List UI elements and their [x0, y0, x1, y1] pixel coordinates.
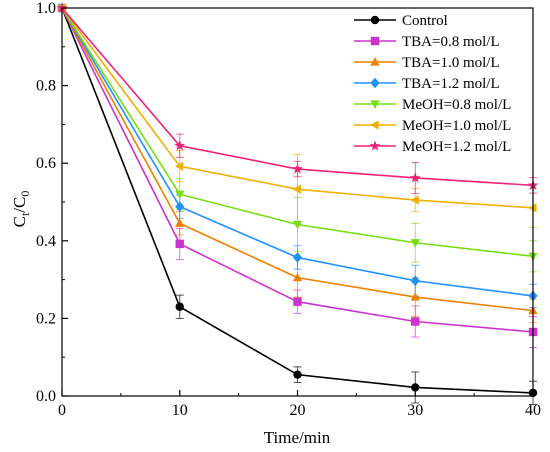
data-point-6-2 — [292, 163, 303, 174]
legend-marker-2 — [370, 57, 380, 66]
legend-label-0: Control — [402, 13, 448, 29]
data-point-3-1 — [175, 201, 185, 212]
x-tick-label: 40 — [525, 402, 541, 419]
legend-label-1: TBA=0.8 mol/L — [402, 34, 500, 50]
data-point-5-3 — [410, 195, 419, 205]
y-tick-label: 1.0 — [36, 0, 56, 17]
y-tick-label: 0.0 — [36, 388, 56, 405]
data-point-6-1 — [174, 140, 186, 151]
y-axis-title-sub-0: 0 — [18, 191, 32, 197]
data-point-1-3 — [411, 317, 420, 326]
legend-marker-1 — [370, 36, 380, 46]
legend-label-4: MeOH=0.8 mol/L — [402, 97, 511, 113]
legend-marker-5 — [370, 120, 379, 130]
data-point-0-3 — [411, 383, 420, 392]
data-point-3-2 — [292, 252, 303, 263]
series-markers — [56, 2, 539, 398]
legend: Control TBA=0.8 mol/L TBA=1.0 mol/L TBA=1.2… — [354, 13, 511, 155]
y-axis-title-main: C — [10, 216, 29, 227]
data-point-5-1 — [174, 161, 184, 171]
legend-marker-4 — [370, 100, 380, 109]
legend-label-2: TBA=1.0 mol/L — [402, 55, 500, 71]
data-point-4-3 — [410, 239, 420, 248]
legend-marker-3 — [370, 77, 380, 89]
x-tick-label: 30 — [407, 402, 423, 419]
x-tick-label: 10 — [172, 402, 188, 419]
y-axis-title-sep: /C — [10, 197, 29, 213]
data-point-5-2 — [292, 184, 302, 194]
data-point-6-3 — [409, 172, 421, 183]
data-point-0-1 — [175, 302, 184, 311]
data-point-3-3 — [410, 275, 420, 287]
data-point-4-2 — [292, 220, 303, 230]
legend-marker-6 — [369, 140, 381, 151]
data-point-1-2 — [293, 297, 302, 306]
x-tick-label: 0 — [58, 402, 66, 419]
y-tick-label: 0.6 — [36, 155, 56, 172]
data-point-2-1 — [175, 218, 185, 227]
legend-label-6: MeOH=1.2 mol/L — [402, 139, 511, 155]
x-axis-title: Time/min — [264, 428, 331, 447]
axes: 0 10 20 30 40 0.0 0.2 0.4 0.6 0.8 1.0 — [36, 0, 541, 419]
legend-label-5: MeOH=1.0 mol/L — [402, 118, 511, 134]
y-tick-label: 0.8 — [36, 78, 56, 95]
data-point-1-1 — [175, 239, 184, 249]
legend-label-3: TBA=1.2 mol/L — [402, 76, 500, 92]
y-tick-label: 0.2 — [36, 310, 56, 327]
legend-marker-0 — [370, 15, 380, 25]
data-point-5-4 — [528, 203, 537, 213]
data-point-4-1 — [175, 190, 185, 200]
data-point-2-3 — [410, 292, 420, 301]
y-tick-label: 0.4 — [36, 233, 56, 250]
x-tick-label: 20 — [290, 402, 306, 419]
y-axis-title: Ct/C0 — [10, 191, 32, 228]
y-axis-title-sub-t: t — [18, 212, 32, 216]
data-point-2-2 — [292, 272, 303, 282]
data-point-0-2 — [293, 370, 302, 379]
